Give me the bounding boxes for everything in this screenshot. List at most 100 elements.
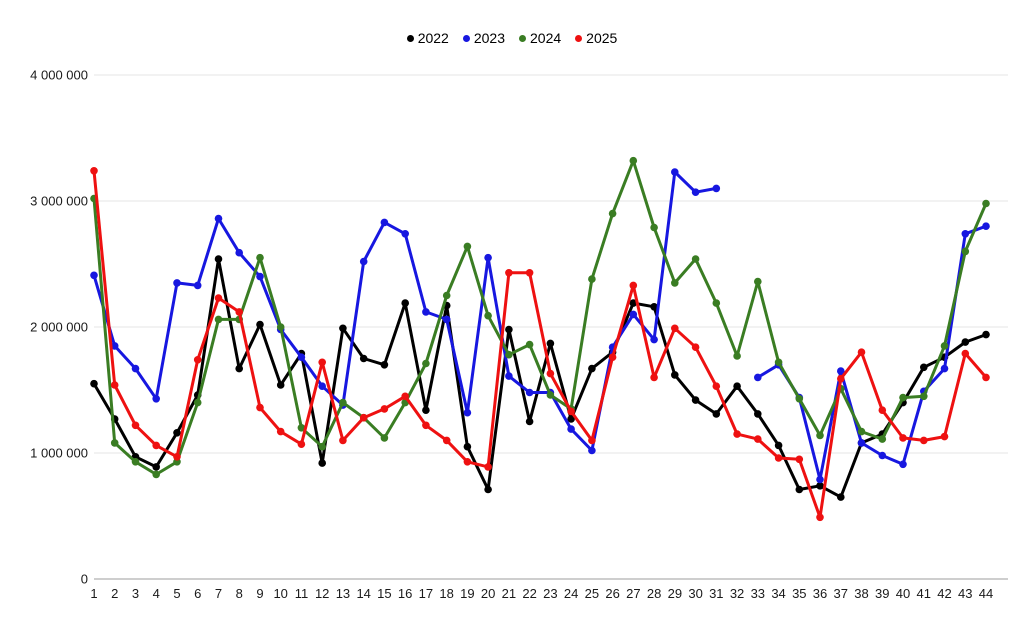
point-2025-w6 xyxy=(193,356,202,364)
x-tick-label-38: 38 xyxy=(854,586,868,601)
x-tick-label-27: 27 xyxy=(626,586,640,601)
point-2022-w5 xyxy=(173,429,181,437)
point-2024-w31 xyxy=(712,299,721,307)
point-2025-w16 xyxy=(401,392,410,401)
x-tick-label-34: 34 xyxy=(771,586,785,601)
point-2022-w28 xyxy=(650,303,658,311)
point-2022-w20 xyxy=(484,485,492,494)
point-2024-w12 xyxy=(318,442,327,451)
point-2022-w35 xyxy=(795,485,804,494)
point-2025-w4 xyxy=(152,441,160,450)
point-2023-w29 xyxy=(671,168,679,176)
point-2025-w8 xyxy=(235,308,243,316)
point-2023-w8 xyxy=(235,248,243,257)
point-2023-w3 xyxy=(131,364,140,373)
point-2025-w27 xyxy=(629,281,638,290)
point-2022-w43 xyxy=(961,338,970,346)
x-tick-label-36: 36 xyxy=(813,586,827,601)
point-2025-w19 xyxy=(463,458,472,466)
point-2025-w2 xyxy=(110,381,119,389)
x-tick-label-41: 41 xyxy=(917,586,931,601)
point-2025-w34 xyxy=(774,454,783,462)
point-2024-w25 xyxy=(588,275,596,283)
x-tick-label-29: 29 xyxy=(668,586,682,601)
x-tick-label-6: 6 xyxy=(194,586,201,601)
point-2024-w21 xyxy=(505,350,513,359)
x-tick-label-44: 44 xyxy=(979,586,993,601)
point-2023-w14 xyxy=(359,257,368,266)
point-2024-w30 xyxy=(691,255,700,263)
x-tick-label-13: 13 xyxy=(336,586,350,601)
series-line-2025 xyxy=(92,169,988,519)
point-2025-w1 xyxy=(90,167,98,175)
point-2023-w2 xyxy=(110,342,119,350)
point-2025-w38 xyxy=(857,348,866,357)
point-2024-w33 xyxy=(754,277,762,286)
point-2024-w26 xyxy=(608,209,617,218)
y-tick-label-2000000: 2 000 000 xyxy=(30,320,88,335)
point-2024-w4 xyxy=(152,470,160,479)
x-tick-label-9: 9 xyxy=(256,586,263,601)
point-2022-w27 xyxy=(629,299,638,307)
point-2024-w43 xyxy=(961,247,970,256)
point-2024-w15 xyxy=(380,434,389,442)
point-2025-w43 xyxy=(961,349,970,358)
point-2022-w21 xyxy=(505,325,513,334)
x-tick-label-10: 10 xyxy=(273,586,287,601)
point-2024-w41 xyxy=(920,392,928,401)
point-2025-w5 xyxy=(173,453,181,461)
point-2024-w9 xyxy=(256,253,264,262)
x-tick-label-42: 42 xyxy=(937,586,951,601)
y-tick-label-4000000: 4 000 000 xyxy=(30,68,88,83)
x-tick-label-20: 20 xyxy=(481,586,495,601)
x-tick-label-22: 22 xyxy=(522,586,536,601)
point-2023-w38 xyxy=(857,439,866,447)
x-tick-label-28: 28 xyxy=(647,586,661,601)
point-2024-w38 xyxy=(857,427,866,436)
x-tick-label-40: 40 xyxy=(896,586,910,601)
point-2023-w7 xyxy=(214,214,223,223)
point-2024-w18 xyxy=(442,291,451,300)
point-2024-w44 xyxy=(982,199,990,208)
point-2024-w36 xyxy=(816,431,824,440)
x-tick-label-18: 18 xyxy=(439,586,453,601)
point-2023-w33 xyxy=(754,373,762,382)
point-2024-w13 xyxy=(339,398,347,407)
x-tick-label-39: 39 xyxy=(875,586,889,601)
x-tick-label-21: 21 xyxy=(502,586,516,601)
point-2023-w42 xyxy=(940,364,949,373)
point-2023-w18 xyxy=(442,315,451,324)
x-axis-labels-group: 1 2 3 4 5 6 7 8 9 10 11 12 13 14 15 16 17 18 19 20 21 22 23 24 2… xyxy=(90,586,993,601)
point-2023-w20 xyxy=(484,253,492,262)
point-2025-w41 xyxy=(920,436,928,445)
y-tick-label-0: 0 xyxy=(81,572,88,587)
point-2022-w4 xyxy=(152,463,160,471)
point-2025-w20 xyxy=(484,463,492,471)
point-2023-w31 xyxy=(712,184,721,193)
point-2025-w40 xyxy=(899,434,907,442)
point-2022-w10 xyxy=(276,381,285,389)
point-2023-w39 xyxy=(878,451,887,460)
point-2025-w26 xyxy=(608,353,617,362)
point-2025-w21 xyxy=(505,269,513,277)
point-2025-w28 xyxy=(650,373,658,382)
point-2025-w24 xyxy=(567,407,575,416)
point-2025-w9 xyxy=(256,403,264,412)
point-2023-w17 xyxy=(422,308,430,316)
x-tick-label-3: 3 xyxy=(132,586,139,601)
point-2025-w33 xyxy=(754,435,762,443)
x-tick-label-11: 11 xyxy=(295,586,309,601)
x-tick-label-35: 35 xyxy=(792,586,806,601)
point-2025-w13 xyxy=(339,436,347,445)
point-2024-w39 xyxy=(878,435,887,443)
y-tick-label-1000000: 1 000 000 xyxy=(30,446,88,461)
x-tick-label-19: 19 xyxy=(460,586,474,601)
point-2024-w3 xyxy=(131,458,140,466)
point-2022-w19 xyxy=(463,442,472,451)
x-tick-label-1: 1 xyxy=(90,586,97,601)
point-2024-w23 xyxy=(546,391,555,399)
point-2023-w37 xyxy=(837,367,845,375)
point-2023-w6 xyxy=(193,281,202,290)
x-tick-label-8: 8 xyxy=(236,586,243,601)
